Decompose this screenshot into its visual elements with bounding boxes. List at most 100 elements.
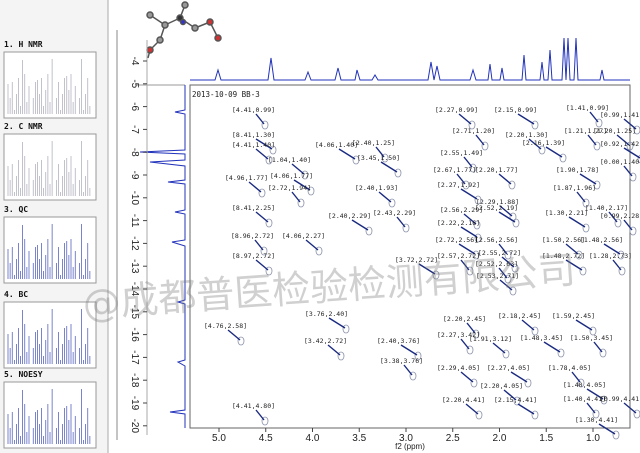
y-tick-label: -10 [129,191,140,206]
peak-label: [2.16,1.39] [522,139,565,147]
peak-pointer [403,364,413,376]
peaks: [4.41,0.99] [2.27,0.99] [2.15,0.99] [1.41,0… [204,104,640,440]
peak-pointer [616,134,630,146]
cross-peak [414,351,422,361]
cross-peak [633,125,640,135]
peak-label: [1.30,2.21] [545,209,588,217]
peak-pointer [586,402,596,414]
cross-peak [394,168,402,178]
peak-label: [2.18,2.45] [498,312,541,320]
peak-label: [1.48,2.56] [580,236,623,244]
f1-projection [139,85,186,428]
peak-pointer [587,134,597,146]
cross-peak [577,378,585,388]
cross-peak [472,250,480,260]
peak-label: [8.97,2.72] [232,252,275,260]
peak-pointer [460,188,478,200]
peak-pointer [565,243,579,255]
peak-pointer [517,403,535,415]
peak-label: [2.22,2.16] [437,219,480,227]
peak-pointer [255,409,265,421]
y-tick-label: -6 [129,102,140,111]
peak-label: [0.99,1.41] [600,111,640,119]
peak-label: [1.90,1.78] [556,166,599,174]
molecule [146,1,222,59]
cross-peak [637,154,640,164]
peak-label: [1.78,4.05] [548,364,591,372]
peak-pointer [498,243,508,255]
y-tick-label: -17 [129,350,140,365]
peak-label: [3.72,2.72] [395,256,438,264]
spectrum-title: 2013-10-09 BB-3 [192,90,260,99]
cross-peak [592,409,600,419]
peak-label: [0.99,2.28] [600,212,640,220]
y-tick-label: -9 [129,171,140,180]
peak-label: [2.29,1.88] [476,198,519,206]
peak-pointer [623,402,637,414]
peak-pointer [498,267,508,279]
peak-label: [2.43,2.29] [373,209,416,217]
peak-pointer [576,191,586,203]
peak-pointer [503,389,517,401]
peak-pointer [255,259,269,271]
peak-label: [4.76,2.58] [204,322,247,330]
peak-label: [2.29,4.05] [437,364,480,372]
cross-peak [365,226,373,236]
cross-peak [614,218,622,228]
peak-label: [0.92,1.42] [600,140,640,148]
y-tick-label: -20 [129,419,140,434]
peak-pointer [458,243,476,255]
peak-pointer [293,179,311,191]
peak-pointer [227,329,241,341]
peak-label: [2.71,1.20] [452,127,495,135]
peak-pointer [458,113,472,125]
peak-label: [1.91,3.12] [469,335,512,343]
peak-label: [1.48,2.72] [542,252,585,260]
peak-label: [2.20,1.30] [505,131,548,139]
f2-projection [190,37,630,81]
peak-pointer [579,173,597,185]
x-tick-label: 4.0 [306,433,320,444]
cross-peak [575,250,583,260]
peak-pointer [418,263,436,275]
y-tick-label: -4 [129,57,140,66]
peak-label: [2.67,1.77] [433,166,476,174]
peak-label: [3.76,2.40] [305,310,348,318]
cross-peak [617,250,625,260]
sidebar-label: 4. BC [4,290,28,299]
peak-pointer [498,173,512,185]
sidebar-label: 2. C NMR [4,122,43,131]
peak-pointer [593,341,603,353]
peak-pointer [499,279,513,291]
cross-peak [509,286,517,296]
x-tick-label: 4.5 [259,433,273,444]
peak-pointer [460,371,474,383]
peak-label: [1.20,1.25] [593,127,636,135]
y-tick-label: -8 [129,148,140,157]
peak-label: [2.20,1.77] [475,166,518,174]
cross-peak [593,141,601,151]
cross-peak [582,198,590,208]
cross-peak [402,223,410,233]
peak-pointer [565,259,583,271]
cross-peak [600,395,608,405]
peak-pointer [255,113,265,125]
peak-label: [2.53,2.71] [476,272,519,280]
peak-label: [2.55,1.49] [440,149,483,157]
cross-peak [593,180,601,190]
peak-label: [2.56,2.29] [440,206,483,214]
cross-peak [504,250,512,260]
cross-peak [538,145,546,155]
cross-peak [269,145,277,155]
y-tick-label: -14 [129,282,140,297]
cross-peak [307,186,315,196]
peak-pointer [501,256,515,268]
cross-peak [388,198,396,208]
peak-label: [1.21,1.27] [564,127,607,135]
cross-peak [432,270,440,280]
plot-frame [189,84,631,429]
sidebar-label: 5. NOESY [4,370,43,379]
cross-peak [633,409,640,419]
peak-pointer [305,239,319,251]
peak-pointer [608,211,618,223]
